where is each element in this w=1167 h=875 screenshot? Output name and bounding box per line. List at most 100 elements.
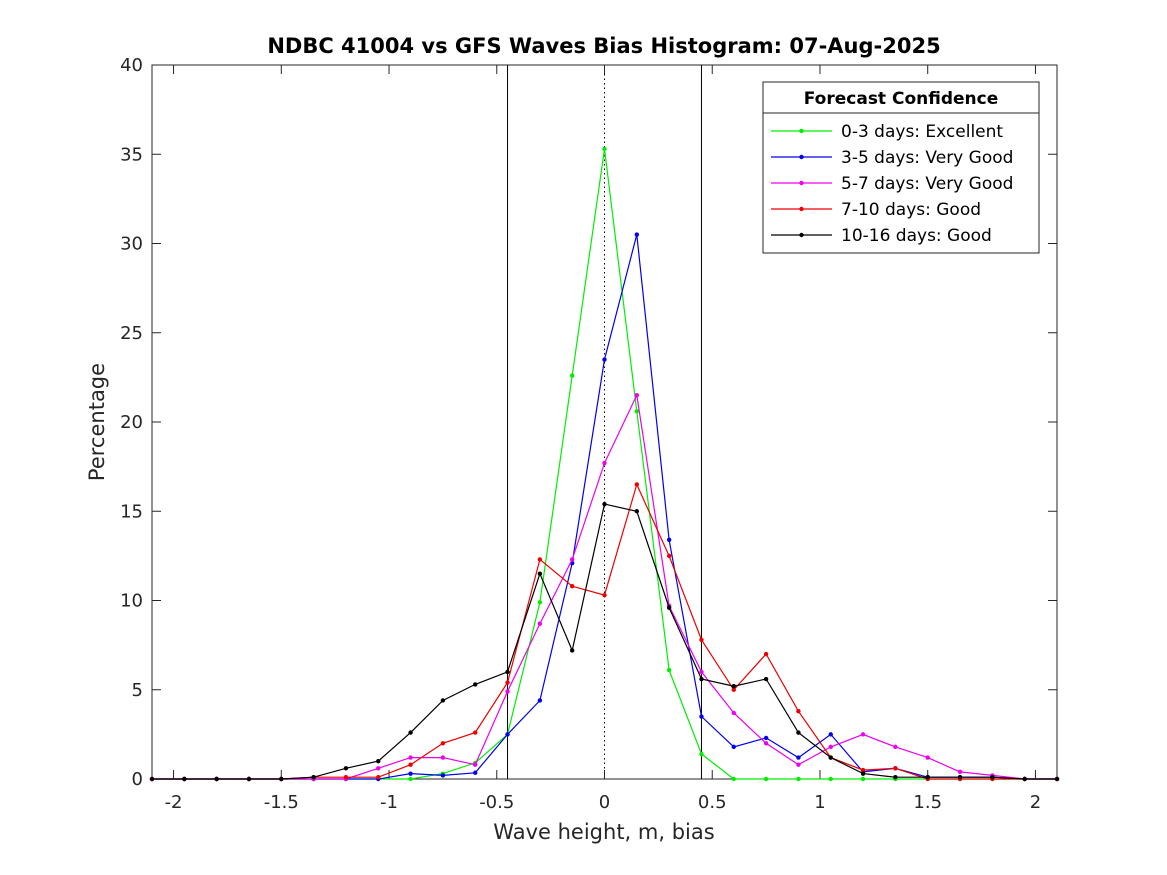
- data-point: [860, 776, 866, 782]
- data-point: [343, 766, 349, 771]
- legend-swatch-marker: [799, 180, 804, 186]
- chart-title: NDBC 41004 vs GFS Waves Bias Histogram: …: [267, 34, 940, 58]
- x-tick-label: 2: [1030, 792, 1041, 813]
- data-point: [957, 769, 963, 775]
- data-point: [149, 776, 155, 782]
- y-tick-label: 15: [120, 501, 143, 522]
- legend-items: 0-3 days: Excellent 3-5 days: Very Good 5-…: [771, 122, 1013, 246]
- data-point: [569, 557, 575, 562]
- data-point: [763, 735, 769, 741]
- legend-label: 3-5 days: Very Good: [841, 148, 1013, 168]
- y-tick-label: 5: [132, 680, 143, 701]
- data-point: [666, 537, 672, 543]
- data-point: [634, 482, 640, 487]
- data-point: [1022, 776, 1027, 782]
- legend-label: 10-16 days: Good: [841, 226, 992, 246]
- y-axis-ticks: 0 5 10 15 20 25 30 35 40: [120, 55, 1057, 790]
- data-point: [537, 698, 543, 703]
- data-point: [731, 687, 736, 692]
- data-point: [408, 762, 413, 767]
- legend-swatch-marker: [799, 128, 804, 134]
- data-point: [990, 775, 995, 780]
- series-layer: [149, 146, 1060, 782]
- legend-title: Forecast Confidence: [804, 89, 999, 109]
- x-tick-label: -1.5: [264, 792, 299, 813]
- x-tick-label: -2: [165, 792, 183, 813]
- x-axis-ticks: -2 -1.5 -1 -0.5 0 0.5 1 1.5 2: [165, 65, 1041, 813]
- data-point: [569, 584, 575, 589]
- data-point: [731, 710, 736, 716]
- legend-swatch-marker: [799, 206, 804, 212]
- legend-label: 5-7 days: Very Good: [841, 174, 1013, 194]
- reference-lines: [507, 65, 702, 779]
- data-point: [828, 732, 833, 737]
- data-point: [731, 776, 736, 782]
- data-point: [311, 775, 316, 780]
- x-tick-label: -1: [380, 792, 398, 813]
- data-point: [666, 605, 672, 610]
- data-point: [925, 775, 930, 780]
- data-point: [860, 732, 866, 737]
- data-point: [893, 775, 898, 780]
- data-point: [796, 708, 801, 714]
- data-point: [569, 648, 575, 653]
- data-point: [569, 373, 575, 378]
- data-point: [376, 766, 381, 771]
- data-point: [796, 730, 801, 735]
- data-point: [699, 751, 704, 757]
- data-point: [699, 676, 704, 682]
- data-point: [246, 776, 252, 782]
- data-point: [537, 557, 543, 562]
- data-point: [440, 773, 446, 778]
- data-point: [796, 762, 801, 767]
- data-point: [473, 730, 478, 735]
- y-tick-label: 25: [120, 323, 143, 344]
- data-point: [473, 770, 478, 775]
- data-point: [279, 776, 284, 782]
- legend-label: 0-3 days: Excellent: [841, 122, 1003, 142]
- data-point: [666, 553, 672, 559]
- data-point: [893, 744, 898, 750]
- data-point: [925, 755, 930, 760]
- data-point: [763, 776, 769, 782]
- data-point: [699, 637, 704, 642]
- data-point: [505, 680, 510, 685]
- x-tick-label: -0.5: [479, 792, 514, 813]
- legend-label: 7-10 days: Good: [841, 200, 981, 220]
- data-point: [440, 698, 446, 703]
- data-point: [796, 776, 801, 782]
- y-axis-label: Percentage: [85, 363, 109, 481]
- data-point: [473, 682, 478, 687]
- data-point: [634, 409, 640, 414]
- data-point: [214, 776, 219, 782]
- data-point: [666, 667, 672, 673]
- data-point: [182, 776, 187, 782]
- data-point: [408, 730, 413, 735]
- x-axis-label: Wave height, m, bias: [493, 820, 714, 844]
- x-tick-label: 1.5: [913, 792, 942, 813]
- data-point: [505, 689, 510, 694]
- data-point: [828, 776, 833, 782]
- x-tick-label: 0: [599, 792, 610, 813]
- x-tick-label: 0.5: [698, 792, 727, 813]
- data-point: [537, 600, 543, 605]
- data-point: [408, 771, 413, 776]
- legend-box: [762, 81, 1040, 254]
- y-tick-label: 20: [120, 412, 143, 433]
- series-group: [149, 501, 1060, 782]
- data-point: [376, 775, 381, 780]
- data-point: [860, 771, 866, 776]
- y-tick-label: 30: [120, 234, 143, 255]
- data-point: [1054, 776, 1060, 782]
- data-point: [957, 775, 963, 780]
- data-point: [763, 741, 769, 746]
- y-tick-label: 0: [132, 769, 143, 790]
- data-point: [505, 732, 510, 737]
- y-tick-label: 35: [120, 144, 143, 165]
- data-point: [602, 592, 607, 598]
- data-point: [731, 744, 736, 750]
- data-point: [763, 676, 769, 682]
- data-point: [408, 776, 413, 782]
- data-point: [602, 501, 607, 507]
